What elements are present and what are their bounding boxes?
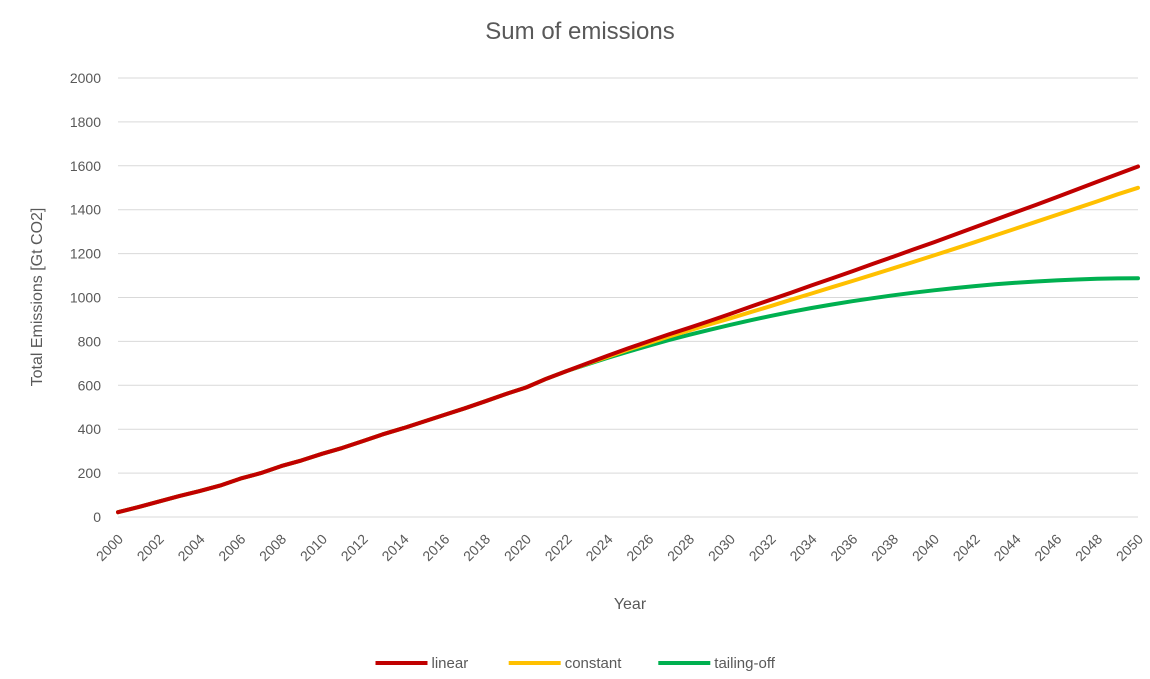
x-tick-label: 2010 (297, 531, 330, 564)
x-tick-label: 2028 (664, 531, 697, 564)
legend-label-tailing-off: tailing-off (714, 655, 775, 672)
y-tick-label: 600 (78, 377, 102, 393)
x-tick-label: 2050 (1113, 531, 1146, 564)
x-tick-label: 2002 (134, 531, 167, 564)
y-axis-label: Total Emissions [Gt CO2] (29, 208, 46, 387)
y-tick-label: 2000 (70, 70, 101, 86)
x-tick-label: 2036 (827, 531, 860, 564)
x-tick-label: 2016 (419, 531, 452, 564)
series-line-tailing-off (116, 276, 1140, 515)
x-tick-label: 2034 (786, 531, 819, 564)
x-tick-label: 2020 (501, 531, 534, 564)
x-tick-label: 2046 (1031, 531, 1064, 564)
x-tick-label: 2030 (705, 531, 738, 564)
x-tick-label: 2032 (746, 531, 779, 564)
x-axis-ticks: 2000 2002 2004 2006 2008 2010 2012 2014 2016 2018… (93, 531, 1146, 564)
x-tick-label: 2024 (582, 531, 615, 564)
y-tick-label: 1200 (70, 246, 101, 262)
x-tick-label: 2040 (909, 531, 942, 564)
x-tick-label: 2006 (215, 531, 248, 564)
y-tick-label: 0 (93, 509, 101, 525)
x-tick-label: 2004 (174, 531, 207, 564)
y-tick-label: 1000 (70, 290, 101, 306)
y-tick-label: 1800 (70, 114, 101, 130)
series-lines (116, 164, 1140, 515)
x-tick-label: 2042 (950, 531, 983, 564)
y-tick-label: 200 (78, 465, 102, 481)
x-tick-label: 2012 (338, 531, 371, 564)
gridlines (118, 77, 1138, 518)
y-tick-label: 1400 (70, 202, 101, 218)
x-tick-label: 2048 (1072, 531, 1105, 564)
y-axis-ticks: 0 200 400 600 800 1000 1200 1400 1600 1800 2000 (70, 70, 101, 525)
legend-label-constant: constant (565, 655, 623, 672)
x-tick-label: 2000 (93, 531, 126, 564)
y-tick-label: 400 (78, 421, 102, 437)
legend-label-linear: linear (432, 655, 469, 672)
x-axis-label: Year (614, 596, 647, 613)
x-tick-label: 2038 (868, 531, 901, 564)
x-tick-label: 2044 (990, 531, 1023, 564)
x-tick-label: 2026 (623, 531, 656, 564)
x-tick-label: 2018 (460, 531, 493, 564)
legend: linear constant tailing-off (375, 655, 776, 672)
y-tick-label: 800 (78, 333, 102, 349)
x-tick-label: 2014 (378, 531, 411, 564)
x-tick-label: 2022 (542, 531, 575, 564)
chart-title: Sum of emissions (485, 18, 674, 45)
series-line-linear (116, 164, 1140, 515)
y-tick-label: 1600 (70, 158, 101, 174)
x-tick-label: 2008 (256, 531, 289, 564)
